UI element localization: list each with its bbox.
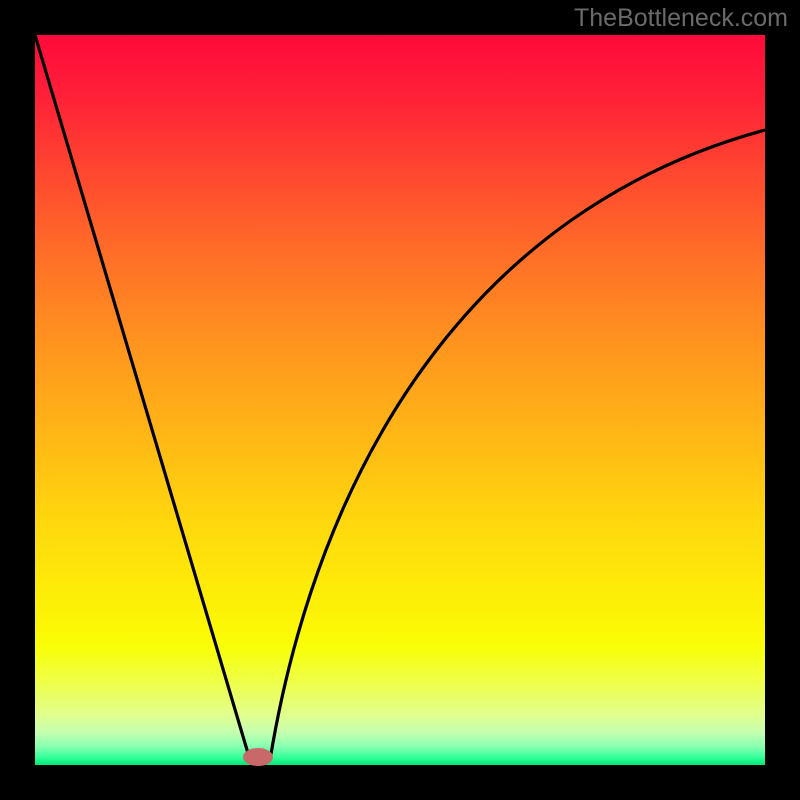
optimal-marker (243, 748, 273, 766)
watermark-text: TheBottleneck.com (574, 4, 788, 33)
bottleneck-chart (0, 0, 800, 800)
chart-container: TheBottleneck.com (0, 0, 800, 800)
